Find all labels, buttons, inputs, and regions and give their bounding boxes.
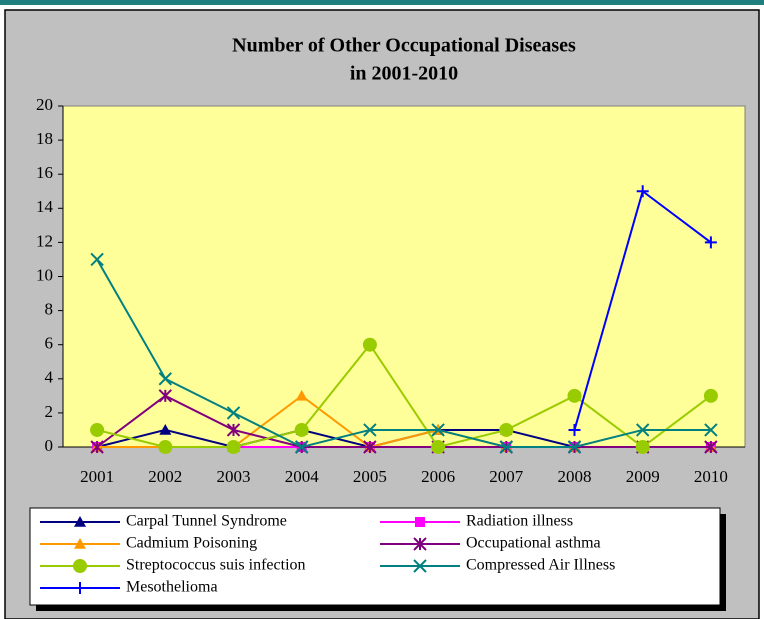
marker	[431, 423, 445, 437]
legend-label: Occupational asthma	[466, 535, 601, 552]
series-line	[96, 343, 712, 449]
y-tick-label: 18	[36, 129, 53, 148]
marker	[226, 406, 241, 420]
marker	[294, 440, 309, 454]
legend-marker	[413, 559, 427, 573]
y-tick-label: 2	[45, 402, 54, 421]
legend-marker	[74, 538, 86, 549]
chart-title: in 2001-2010	[350, 63, 458, 85]
legend	[29, 507, 721, 606]
marker	[363, 423, 377, 437]
marker	[567, 440, 582, 454]
chart-title: Number of Other Occupational Diseases	[232, 35, 576, 57]
top-strip	[0, 0, 764, 5]
marker	[226, 440, 241, 454]
legend-label: Mesothelioma	[126, 579, 218, 596]
plot-area	[62, 105, 746, 448]
marker	[294, 422, 309, 437]
legend-label: Carpal Tunnel Syndrome	[126, 513, 287, 530]
y-tick-label: 10	[36, 265, 53, 284]
marker	[499, 422, 514, 437]
y-tick-label: 0	[45, 436, 54, 455]
y-tick-label: 20	[36, 95, 53, 114]
marker	[295, 389, 308, 401]
y-tick-label: 4	[45, 368, 54, 387]
y-tick-label: 6	[45, 334, 54, 353]
series-line	[96, 258, 711, 449]
marker	[635, 440, 650, 454]
x-tick-label: 2009	[626, 467, 660, 486]
x-tick-label: 2007	[489, 467, 524, 486]
x-tick-label: 2005	[353, 467, 387, 486]
x-tick-label: 2008	[558, 467, 592, 486]
marker	[703, 388, 718, 403]
legend-label: Compressed Air Illness	[466, 557, 615, 574]
legend-marker	[74, 516, 86, 527]
x-tick-label: 2002	[148, 467, 182, 486]
y-tick-label: 8	[45, 300, 54, 319]
x-tick-label: 2004	[285, 467, 320, 486]
y-tick-label: 14	[36, 197, 54, 216]
marker	[158, 372, 173, 386]
marker	[568, 423, 581, 436]
legend-label: Radiation illness	[466, 513, 573, 530]
marker	[431, 440, 446, 454]
marker	[567, 388, 582, 403]
legend-marker	[413, 537, 427, 551]
marker	[159, 423, 172, 435]
x-tick-label: 2003	[217, 467, 251, 486]
marker	[90, 440, 104, 454]
legend-marker	[73, 559, 87, 573]
marker	[90, 422, 105, 437]
legend-marker	[415, 517, 425, 527]
legend-label: Cadmium Poisoning	[126, 535, 257, 552]
y-tick-label: 12	[36, 231, 53, 250]
x-tick-label: 2001	[80, 467, 114, 486]
marker	[363, 440, 377, 454]
marker	[499, 440, 514, 454]
marker	[704, 440, 718, 454]
marker	[158, 389, 173, 403]
marker	[226, 423, 241, 437]
marker	[704, 423, 718, 437]
marker	[636, 185, 649, 198]
marker	[158, 440, 173, 454]
legend-label: Streptococcus suis infection	[126, 557, 306, 574]
legend-marker	[74, 582, 86, 594]
x-tick-label: 2006	[421, 467, 455, 486]
marker	[362, 337, 377, 352]
series	[568, 185, 717, 436]
marker	[635, 423, 650, 437]
y-tick-label: 16	[36, 163, 53, 182]
marker	[704, 236, 717, 249]
marker	[90, 252, 104, 267]
series	[90, 337, 718, 454]
series-line	[96, 394, 711, 448]
x-tick-label: 2010	[694, 467, 728, 486]
series	[90, 252, 718, 454]
